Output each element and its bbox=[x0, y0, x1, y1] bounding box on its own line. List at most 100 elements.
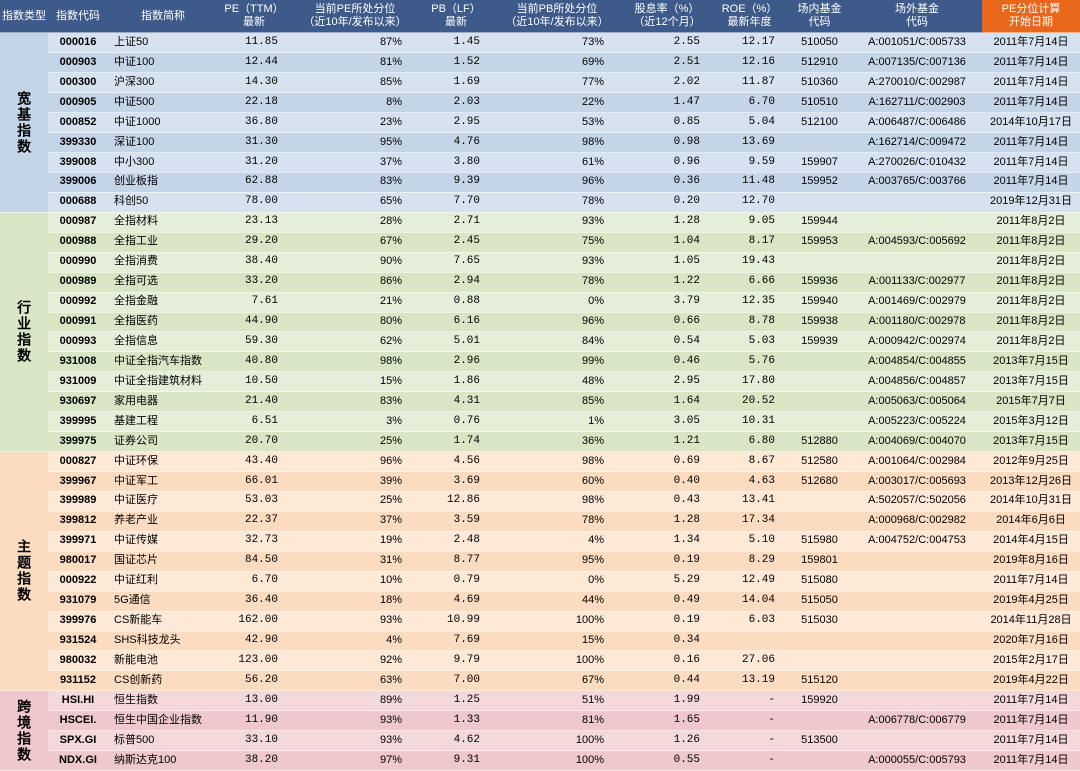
cell-name: 中小300 bbox=[108, 153, 218, 173]
cell-start: 2019年4月22日 bbox=[982, 671, 1080, 691]
col-pe: PE（TTM）最新 bbox=[218, 0, 290, 33]
cell-pb-pct: 0% bbox=[492, 292, 622, 312]
row-399971: 399971中证传媒32.7319%2.484%1.345.10515980A:… bbox=[0, 531, 1080, 551]
cell-start: 2011年8月2日 bbox=[982, 292, 1080, 312]
cell-pe: 32.73 bbox=[218, 531, 290, 551]
cell-roe: 5.76 bbox=[712, 352, 787, 372]
cell-roe: 13.69 bbox=[712, 133, 787, 153]
cell-code: 000990 bbox=[48, 252, 108, 272]
row-000903: 000903中证10012.4481%1.5269%2.5112.1651291… bbox=[0, 53, 1080, 73]
cell-div: 0.34 bbox=[622, 631, 712, 651]
cell-pb: 4.76 bbox=[420, 133, 492, 153]
cell-start: 2011年8月2日 bbox=[982, 232, 1080, 252]
cell-pb-pct: 48% bbox=[492, 372, 622, 392]
cell-in-fund bbox=[787, 372, 852, 392]
cell-pe-pct: 89% bbox=[290, 691, 420, 711]
cell-code: 000987 bbox=[48, 212, 108, 232]
cell-pe-pct: 37% bbox=[290, 511, 420, 531]
cell-code: 000922 bbox=[48, 571, 108, 591]
cell-pb-pct: 78% bbox=[492, 511, 622, 531]
row-000988: 000988全指工业29.2067%2.4575%1.048.17159953A… bbox=[0, 232, 1080, 252]
cell-roe: 10.31 bbox=[712, 412, 787, 432]
cell-code: 000300 bbox=[48, 73, 108, 93]
cell-in-fund bbox=[787, 133, 852, 153]
cell-div: 1.64 bbox=[622, 392, 712, 412]
cell-pb-pct: 96% bbox=[492, 172, 622, 192]
row-399989: 399989中证医疗53.0325%12.8698%0.4313.41A:502… bbox=[0, 491, 1080, 511]
cell-start: 2011年7月14日 bbox=[982, 153, 1080, 173]
cell-pb-pct: 75% bbox=[492, 232, 622, 252]
cell-in-fund: 159920 bbox=[787, 691, 852, 711]
cell-pe: 12.44 bbox=[218, 53, 290, 73]
col-pb: PB（LF）最新 bbox=[420, 0, 492, 33]
cell-pb-pct: 15% bbox=[492, 631, 622, 651]
cell-pb: 0.88 bbox=[420, 292, 492, 312]
row-930697: 930697家用电器21.4083%4.3185%1.6420.52A:0050… bbox=[0, 392, 1080, 412]
cell-name: 科创50 bbox=[108, 192, 218, 212]
cell-out-fund bbox=[852, 731, 982, 751]
cell-name: 恒生指数 bbox=[108, 691, 218, 711]
cell-pb-pct: 78% bbox=[492, 272, 622, 292]
cell-div: 0.19 bbox=[622, 551, 712, 571]
row-399975: 399975证券公司20.7025%1.7436%1.216.80512880A… bbox=[0, 432, 1080, 452]
cell-out-fund: A:000968/C:002982 bbox=[852, 511, 982, 531]
cell-name: 全指工业 bbox=[108, 232, 218, 252]
category-blue: 宽基指数 bbox=[0, 33, 48, 212]
cell-pe-pct: 10% bbox=[290, 571, 420, 591]
row-931009: 931009中证全指建筑材料10.5015%1.8648%2.9517.80A:… bbox=[0, 372, 1080, 392]
cell-in-fund: 159940 bbox=[787, 292, 852, 312]
cell-roe: 6.70 bbox=[712, 93, 787, 113]
cell-in-fund bbox=[787, 751, 852, 771]
row-HSCEI.: HSCEI.恒生中国企业指数11.9093%1.3381%1.65-A:0067… bbox=[0, 711, 1080, 731]
cell-div: 0.69 bbox=[622, 452, 712, 472]
cell-code: 000688 bbox=[48, 192, 108, 212]
cell-pb: 1.69 bbox=[420, 73, 492, 93]
cell-pe-pct: 28% bbox=[290, 212, 420, 232]
cell-pb-pct: 1% bbox=[492, 412, 622, 432]
cell-start: 2013年7月15日 bbox=[982, 372, 1080, 392]
cell-pe-pct: 93% bbox=[290, 731, 420, 751]
cell-name: 中证全指汽车指数 bbox=[108, 352, 218, 372]
cell-pe: 56.20 bbox=[218, 671, 290, 691]
cell-div: 1.28 bbox=[622, 511, 712, 531]
cell-pb-pct: 99% bbox=[492, 352, 622, 372]
cell-pe-pct: 98% bbox=[290, 352, 420, 372]
cell-name: 全指可选 bbox=[108, 272, 218, 292]
cell-roe: 12.16 bbox=[712, 53, 787, 73]
cell-div: 0.98 bbox=[622, 133, 712, 153]
cell-pe: 66.01 bbox=[218, 472, 290, 492]
cell-code: 000852 bbox=[48, 113, 108, 133]
cell-div: 1.04 bbox=[622, 232, 712, 252]
cell-div: 0.16 bbox=[622, 651, 712, 671]
cell-out-fund: A:001064/C:002984 bbox=[852, 452, 982, 472]
cell-div: 2.95 bbox=[622, 372, 712, 392]
row-399008: 399008中小30031.2037%3.8061%0.969.59159907… bbox=[0, 153, 1080, 173]
cell-start: 2015年3月12日 bbox=[982, 412, 1080, 432]
cell-pb: 3.59 bbox=[420, 511, 492, 531]
row-000991: 000991全指医药44.9080%6.1696%0.668.78159938A… bbox=[0, 312, 1080, 332]
cell-pb: 4.62 bbox=[420, 731, 492, 751]
cell-roe: 8.29 bbox=[712, 551, 787, 571]
cell-code: 930697 bbox=[48, 392, 108, 412]
cell-out-fund bbox=[852, 691, 982, 711]
cell-pb-pct: 53% bbox=[492, 113, 622, 133]
cell-code: NDX.GI bbox=[48, 751, 108, 771]
cell-start: 2011年7月14日 bbox=[982, 711, 1080, 731]
cell-pe: 21.40 bbox=[218, 392, 290, 412]
cell-name: 养老产业 bbox=[108, 511, 218, 531]
cell-name: 基建工程 bbox=[108, 412, 218, 432]
cell-pb: 1.45 bbox=[420, 33, 492, 53]
cell-code: 000988 bbox=[48, 232, 108, 252]
cell-roe: 17.34 bbox=[712, 511, 787, 531]
cell-roe: 8.78 bbox=[712, 312, 787, 332]
row-399330: 399330深证10031.3095%4.7698%0.9813.69A:162… bbox=[0, 133, 1080, 153]
cell-roe: 9.05 bbox=[712, 212, 787, 232]
cell-code: 399967 bbox=[48, 472, 108, 492]
cell-out-fund bbox=[852, 591, 982, 611]
cell-name: 深证100 bbox=[108, 133, 218, 153]
cell-out-fund: A:005063/C:005064 bbox=[852, 392, 982, 412]
cell-start: 2011年7月14日 bbox=[982, 172, 1080, 192]
cell-start: 2011年7月14日 bbox=[982, 751, 1080, 771]
cell-in-fund: 515030 bbox=[787, 611, 852, 631]
cell-pe-pct: 80% bbox=[290, 312, 420, 332]
